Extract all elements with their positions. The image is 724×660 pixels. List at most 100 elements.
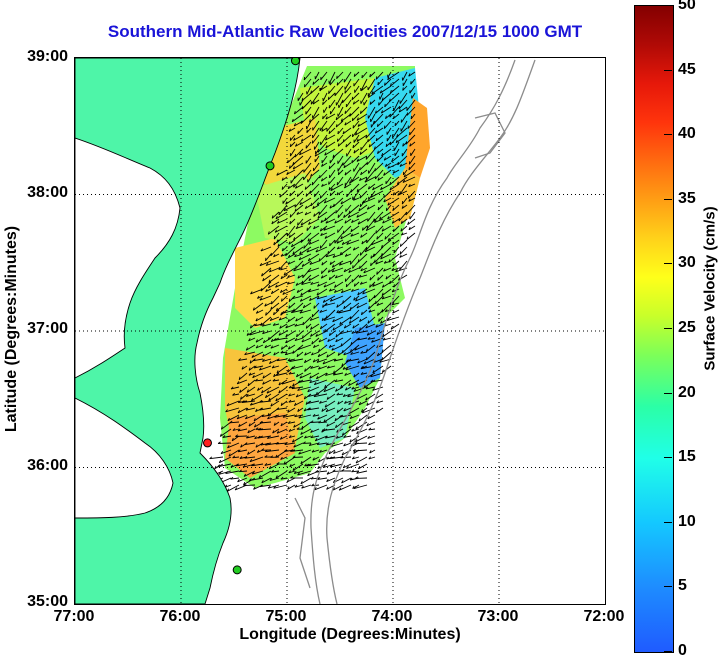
station-marker: [291, 58, 299, 65]
x-tick-label: 76:00: [150, 608, 210, 626]
velocity-arrowhead: [337, 76, 338, 79]
velocity-arrowhead: [352, 279, 353, 282]
velocity-arrowhead: [336, 210, 337, 213]
velocity-arrowhead: [323, 102, 324, 105]
velocity-arrow: [400, 240, 407, 247]
velocity-arrowhead: [378, 207, 379, 210]
x-tick-label: 74:00: [362, 608, 422, 626]
velocity-arrowhead: [304, 245, 305, 248]
velocity-arrowhead: [323, 116, 324, 119]
colorbar-tick-mark: [664, 651, 672, 652]
velocity-arrow: [353, 450, 367, 451]
velocity-arrow: [407, 233, 415, 240]
colorbar-tick-label: 5: [678, 577, 687, 595]
colorbar-tick-label: 40: [678, 125, 696, 143]
velocity-arrowhead: [314, 306, 315, 309]
velocity-arrowhead: [371, 263, 372, 266]
velocity-arrowhead: [378, 313, 379, 316]
velocity-arrowhead: [403, 88, 404, 91]
colorbar-tick-label: 50: [678, 0, 696, 14]
velocity-arrowhead: [377, 272, 378, 275]
colorbar: [634, 5, 674, 653]
station-marker: [233, 566, 241, 574]
velocity-arrow: [301, 478, 311, 484]
velocity-arrowhead: [346, 144, 347, 147]
velocity-arrowhead: [307, 130, 308, 133]
velocity-arrowhead: [377, 124, 378, 127]
velocity-arrowhead: [290, 214, 291, 217]
velocity-arrowhead: [306, 194, 307, 197]
velocity-arrowhead: [407, 113, 408, 116]
colorbar-tick-label: 15: [678, 448, 696, 466]
x-tick-label: 72:00: [574, 608, 634, 626]
velocity-arrowhead: [337, 82, 338, 85]
velocity-arrowhead: [329, 187, 330, 190]
velocity-arrow: [244, 485, 256, 486]
velocity-arrowhead: [312, 314, 313, 317]
colorbar-tick-label: 25: [678, 319, 696, 337]
velocity-arrow: [293, 457, 303, 458]
velocity-arrowhead: [330, 243, 331, 246]
velocity-arrowhead: [376, 76, 377, 79]
velocity-arrowhead: [290, 144, 291, 147]
velocity-arrowhead: [271, 301, 272, 304]
velocity-arrowhead: [323, 305, 324, 308]
colorbar-tick-mark: [664, 457, 672, 458]
x-tick-label: 75:00: [256, 608, 316, 626]
chart-title: Southern Mid-Atlantic Raw Velocities 200…: [60, 22, 630, 42]
velocity-arrow: [400, 247, 407, 254]
velocity-arrow: [382, 345, 391, 352]
velocity-arrowhead: [408, 195, 409, 198]
velocity-arrowhead: [346, 284, 347, 287]
colorbar-tick-label: 20: [678, 384, 696, 402]
velocity-arrowhead: [379, 200, 380, 203]
colorbar-tick-label: 0: [678, 642, 687, 660]
colorbar-tick-mark: [664, 199, 672, 200]
colorbar-tick-mark: [664, 522, 672, 523]
velocity-arrowhead: [400, 251, 401, 254]
velocity-arrowhead: [352, 118, 353, 121]
velocity-arrowhead: [370, 277, 371, 280]
station-marker: [266, 162, 274, 170]
velocity-arrow: [235, 436, 247, 437]
station-marker: [204, 439, 212, 447]
velocity-arrowhead: [320, 195, 321, 198]
velocity-arrowhead: [385, 83, 386, 86]
x-axis-label: Longitude (Degrees:Minutes): [200, 626, 500, 644]
velocity-arrowhead: [375, 301, 376, 304]
y-axis-label: Latitude (Degrees:Minutes): [3, 189, 21, 469]
colorbar-tick-label: 45: [678, 61, 696, 79]
velocity-arrowhead: [385, 236, 386, 239]
velocity-arrowhead: [399, 218, 400, 221]
velocity-arrowhead: [345, 111, 346, 114]
velocity-arrowhead: [384, 126, 385, 129]
colorbar-tick-mark: [664, 134, 672, 135]
velocity-arrowhead: [338, 172, 339, 175]
y-tick-label: 39:00: [8, 48, 68, 66]
velocity-arrowhead: [385, 104, 386, 107]
velocity-arrowhead: [409, 167, 410, 170]
colorbar-tick-label: 35: [678, 190, 696, 208]
velocity-arrowhead: [296, 266, 297, 269]
velocity-arrowhead: [319, 175, 320, 178]
velocity-arrow: [218, 443, 231, 444]
x-tick-label: 73:00: [468, 608, 528, 626]
colorbar-tick-mark: [664, 70, 672, 71]
velocity-arrow: [355, 443, 367, 444]
velocity-arrow: [356, 457, 367, 463]
map-plot-area[interactable]: [74, 57, 606, 605]
colorbar-tick-label: 30: [678, 254, 696, 272]
velocity-arrowhead: [330, 193, 331, 196]
map-canvas: [75, 58, 605, 604]
velocity-arrowhead: [298, 131, 299, 134]
velocity-arrowhead: [295, 154, 296, 157]
colorbar-tick-mark: [664, 263, 672, 264]
velocity-arrowhead: [408, 126, 409, 129]
colorbar-tick-mark: [664, 328, 672, 329]
colorbar-tick-label: 10: [678, 513, 696, 531]
x-tick-label: 77:00: [44, 608, 104, 626]
colorbar-label: Surface Velocity (cm/s): [702, 139, 719, 439]
velocity-arrowhead: [329, 166, 330, 169]
colorbar-tick-mark: [664, 5, 672, 6]
colorbar-tick-mark: [664, 393, 672, 394]
